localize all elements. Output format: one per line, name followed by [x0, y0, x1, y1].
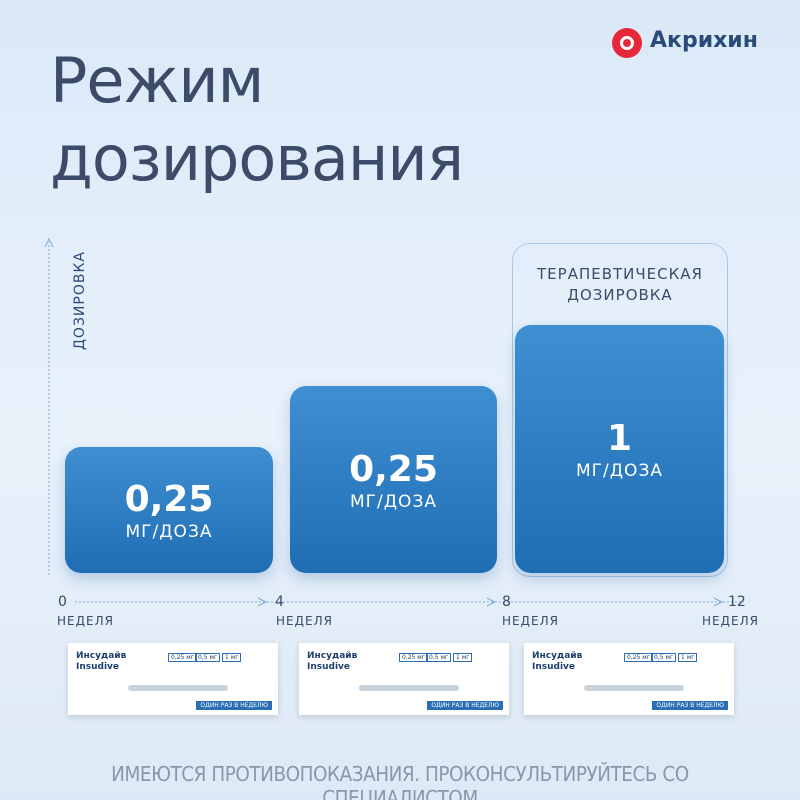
- x-unit-label: НЕДЕЛЯ: [502, 614, 559, 628]
- x-unit-label: НЕДЕЛЯ: [702, 614, 759, 628]
- x-tick-label: 4: [275, 594, 284, 610]
- logo-text: Акрихин: [650, 28, 758, 53]
- therapeutic-label: ТЕРАПЕВТИЧЕСКАЯ ДОЗИРОВКА: [512, 264, 728, 306]
- x-arrows: [257, 597, 724, 607]
- package-brand: Инсудайв: [532, 651, 583, 661]
- dose-value: 1: [606, 418, 633, 459]
- x-unit-label: НЕДЕЛЯ: [57, 614, 114, 628]
- package-dose: 1 мг: [453, 653, 473, 662]
- package-dose: 0,5 мг: [195, 653, 221, 662]
- package-brand-latin: Insudive: [76, 662, 120, 672]
- package: Инсудайв Insudive 0,25 мг 0,5 мг 1 мг ОДИН РА…: [299, 643, 509, 715]
- x-tick-label: 12: [728, 594, 746, 610]
- package-pen: [584, 685, 684, 691]
- disclaimer: ИМЕЮТСЯ ПРОТИВОПОКАЗАНИЯ. ПРОКОНСУЛЬТИРУ…: [111, 762, 689, 800]
- dose-unit: МГ/ДОЗА: [125, 522, 213, 542]
- logo-mark: [612, 28, 642, 58]
- x-tick-label: 8: [502, 594, 511, 610]
- therapeutic-line: ТЕРАПЕВТИЧЕСКАЯ: [537, 265, 703, 283]
- package-dose: 0,25 мг: [399, 653, 428, 662]
- package-dose: 0,25 мг: [624, 653, 653, 662]
- package-pen: [359, 685, 459, 691]
- therapeutic-frame: [512, 243, 728, 577]
- title-line: Режим: [50, 44, 264, 117]
- x-tick-label: 0: [58, 594, 67, 610]
- y-arrow: [44, 237, 54, 248]
- package: Инсудайв Insudive 0,25 мг 0,5 мг 1 мг ОДИН РА…: [524, 643, 734, 715]
- y-axis-label: ДОЗИРОВКА: [72, 251, 88, 350]
- package-brand-latin: Insudive: [307, 662, 351, 672]
- package-dose: 0,25 мг: [168, 653, 197, 662]
- dose-box: 0,25 МГ/ДОЗА: [290, 386, 497, 573]
- package-brand: Инсудайв: [76, 651, 127, 661]
- package-dose: 1 мг: [678, 653, 698, 662]
- dose-value: 0,25: [349, 448, 438, 490]
- x-unit-label: НЕДЕЛЯ: [276, 614, 333, 628]
- package-dose: 0,5 мг: [651, 653, 677, 662]
- package-brand-latin: Insudive: [532, 662, 576, 672]
- package-brand: Инсудайв: [307, 651, 358, 661]
- dose-box: 1 МГ/ДОЗА: [515, 325, 724, 573]
- dose-value: 0,25: [124, 479, 214, 520]
- package-pen: [128, 685, 228, 691]
- package-note: ОДИН РАЗ В НЕДЕЛЮ: [652, 701, 728, 710]
- package-note: ОДИН РАЗ В НЕДЕЛЮ: [427, 701, 503, 710]
- dose-unit: МГ/ДОЗА: [350, 491, 437, 512]
- package: Инсудайв Insudive 0,25 мг 0,5 мг 1 мг ОДИН РА…: [68, 643, 278, 715]
- dose-box: 0,25 МГ/ДОЗА: [65, 447, 273, 573]
- title: Режим дозирования: [50, 42, 464, 198]
- title-line: дозирования: [50, 122, 464, 195]
- package-dose: 0,5 мг: [426, 653, 452, 662]
- package-note: ОДИН РАЗ В НЕДЕЛЮ: [196, 701, 272, 710]
- dose-unit: МГ/ДОЗА: [576, 461, 663, 481]
- therapeutic-line: ДОЗИРОВКА: [567, 286, 673, 304]
- package-dose: 1 мг: [222, 653, 242, 662]
